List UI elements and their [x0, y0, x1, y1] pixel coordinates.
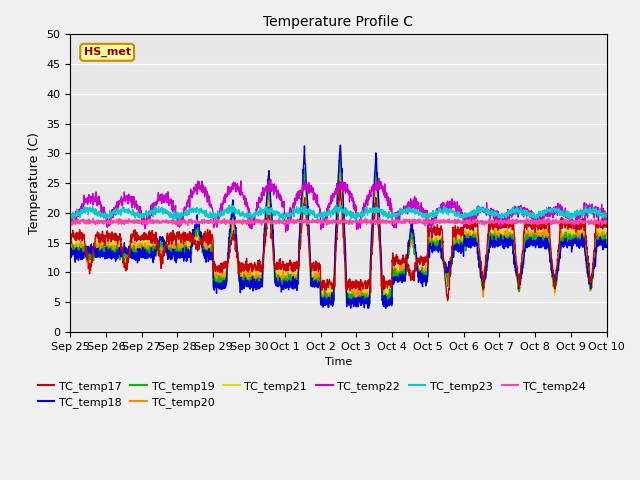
TC_temp17	[336, 186, 344, 192]
TC_temp24	[571, 221, 579, 227]
TC_temp18	[354, 294, 362, 300]
TC_temp24	[603, 217, 611, 223]
TC_temp20	[355, 295, 362, 301]
TC_temp18	[603, 244, 611, 250]
TC_temp18	[67, 246, 74, 252]
TC_temp19	[216, 280, 223, 286]
TC_temp19	[337, 152, 344, 158]
TC_temp21	[495, 232, 502, 238]
TC_temp18	[556, 252, 563, 257]
TC_temp22	[354, 220, 362, 226]
TC_temp23	[216, 211, 223, 216]
TC_temp20	[216, 275, 223, 280]
TC_temp23	[603, 211, 611, 217]
TC_temp20	[571, 237, 579, 243]
TC_temp21	[355, 290, 362, 296]
TC_temp23	[279, 219, 287, 225]
TC_temp20	[337, 161, 344, 167]
TC_temp24	[365, 220, 373, 226]
TC_temp23	[556, 209, 563, 215]
TC_temp17	[444, 298, 451, 303]
TC_temp18	[382, 306, 390, 312]
Line: TC_temp23: TC_temp23	[70, 205, 607, 222]
TC_temp19	[556, 252, 563, 258]
TC_temp21	[571, 233, 579, 239]
TC_temp19	[326, 304, 333, 310]
TC_temp22	[282, 229, 289, 235]
TC_temp21	[337, 165, 344, 170]
TC_temp19	[495, 241, 502, 247]
TC_temp17	[556, 229, 563, 235]
Line: TC_temp19: TC_temp19	[70, 155, 607, 307]
TC_temp20	[67, 243, 74, 249]
TC_temp22	[365, 187, 373, 193]
TC_temp21	[216, 274, 223, 279]
TC_temp21	[603, 229, 611, 235]
TC_temp22	[67, 226, 74, 231]
Text: HS_met: HS_met	[84, 47, 131, 58]
TC_temp18	[495, 242, 502, 248]
TC_temp20	[495, 229, 502, 235]
TC_temp22	[495, 221, 502, 227]
TC_temp18	[337, 142, 344, 148]
TC_temp24	[67, 221, 74, 227]
TC_temp24	[556, 217, 563, 223]
TC_temp24	[216, 218, 223, 224]
TC_temp23	[366, 208, 374, 214]
TC_temp17	[354, 284, 362, 290]
TC_temp22	[603, 220, 611, 226]
TC_temp17	[67, 236, 74, 242]
TC_temp20	[556, 245, 563, 251]
TC_temp22	[216, 212, 223, 218]
Line: TC_temp17: TC_temp17	[70, 189, 607, 300]
X-axis label: Time: Time	[324, 357, 352, 367]
Y-axis label: Temperature (C): Temperature (C)	[28, 132, 41, 234]
TC_temp23	[355, 210, 362, 216]
Line: TC_temp21: TC_temp21	[70, 168, 607, 300]
TC_temp17	[495, 220, 502, 226]
TC_temp24	[495, 219, 502, 225]
TC_temp21	[354, 297, 362, 302]
TC_temp19	[603, 237, 611, 243]
Title: Temperature Profile C: Temperature Profile C	[264, 15, 413, 29]
TC_temp18	[216, 284, 223, 290]
TC_temp19	[355, 296, 362, 302]
TC_temp19	[366, 300, 374, 306]
Legend: TC_temp17, TC_temp18, TC_temp19, TC_temp20, TC_temp21, TC_temp22, TC_temp23, TC_: TC_temp17, TC_temp18, TC_temp19, TC_temp…	[33, 376, 590, 412]
TC_temp17	[216, 265, 223, 271]
TC_temp17	[571, 223, 579, 229]
TC_temp22	[375, 176, 383, 182]
TC_temp20	[366, 294, 374, 300]
Line: TC_temp22: TC_temp22	[70, 179, 607, 232]
TC_temp22	[571, 225, 579, 230]
TC_temp23	[332, 202, 340, 208]
TC_temp20	[603, 230, 611, 236]
TC_temp23	[67, 217, 74, 223]
TC_temp22	[556, 209, 563, 215]
TC_temp17	[603, 223, 611, 228]
TC_temp24	[375, 215, 383, 220]
TC_temp24	[421, 223, 429, 228]
Line: TC_temp24: TC_temp24	[70, 217, 607, 226]
TC_temp20	[353, 301, 360, 307]
TC_temp19	[67, 252, 74, 257]
Line: TC_temp18: TC_temp18	[70, 145, 607, 309]
TC_temp24	[354, 218, 362, 224]
TC_temp21	[366, 288, 374, 293]
Line: TC_temp20: TC_temp20	[70, 164, 607, 304]
TC_temp18	[365, 297, 373, 302]
TC_temp18	[571, 238, 579, 243]
TC_temp23	[495, 215, 502, 220]
TC_temp23	[571, 211, 579, 216]
TC_temp17	[365, 284, 373, 290]
TC_temp19	[571, 240, 579, 246]
TC_temp21	[67, 244, 74, 250]
TC_temp21	[556, 247, 563, 253]
